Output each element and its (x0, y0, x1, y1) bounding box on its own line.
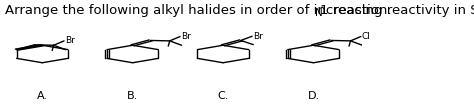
Text: 1 reaction.: 1 reaction. (319, 4, 391, 17)
Text: Br: Br (65, 36, 74, 45)
Text: B.: B. (127, 91, 138, 101)
Text: N: N (315, 8, 323, 18)
Text: Br: Br (253, 32, 263, 41)
Text: Arrange the following alkyl halides in order of increasing reactivity in S: Arrange the following alkyl halides in o… (5, 4, 474, 17)
Text: Cl: Cl (362, 32, 371, 41)
Text: D.: D. (307, 91, 319, 101)
Text: C.: C. (218, 91, 229, 101)
Text: Br: Br (181, 32, 191, 41)
Text: A.: A. (37, 91, 48, 101)
